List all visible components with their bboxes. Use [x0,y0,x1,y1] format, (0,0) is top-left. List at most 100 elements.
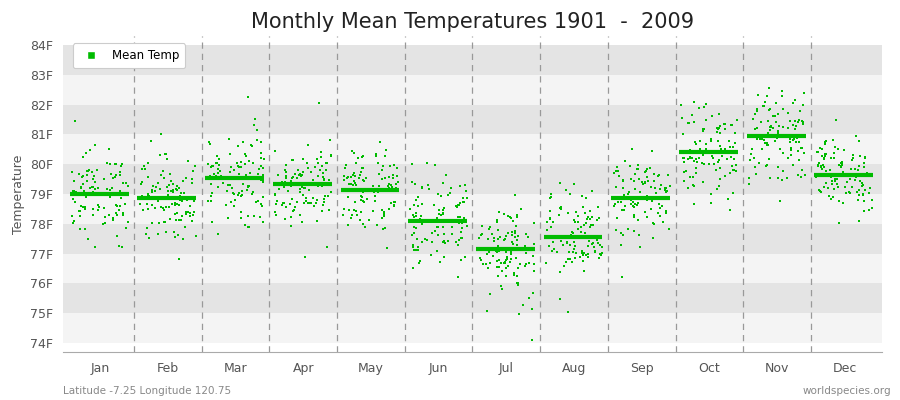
Point [563,191,578,197]
Point [814,163,829,169]
Point [382,163,397,169]
Point [246,160,260,166]
Point [472,234,487,241]
Point [281,188,295,194]
Point [405,179,419,185]
Point [284,157,299,164]
Point [510,212,525,218]
Point [157,175,171,181]
Point [543,214,557,221]
Point [582,216,597,222]
Point [454,229,468,235]
Point [181,208,195,215]
Point [140,201,155,208]
Point [711,138,725,144]
Point [356,165,371,171]
Point [674,102,688,108]
Point [240,186,255,193]
Point [647,178,662,184]
Point [356,194,370,200]
Point [572,254,587,260]
Point [763,124,778,130]
Point [317,199,331,206]
Point [324,189,338,195]
Point [240,184,255,190]
Point [432,211,446,218]
Point [724,163,739,170]
Point [389,180,403,187]
Point [293,212,308,218]
Point [202,139,216,145]
Point [543,208,557,214]
Point [573,228,588,235]
Point [268,209,283,215]
Point [436,238,451,244]
Bar [63,254,882,284]
Point [647,220,662,227]
Point [242,183,256,189]
Point [658,186,672,193]
Point [722,138,736,144]
Point [279,168,293,175]
Point [539,234,554,240]
Point [480,251,494,257]
Point [713,122,727,129]
Point [662,226,676,232]
Point [753,133,768,140]
Point [365,208,380,214]
Point [386,202,400,208]
Point [712,157,726,164]
Point [745,132,760,139]
Point [582,224,597,230]
Point [268,191,283,198]
Point [593,252,608,258]
Point [231,142,246,149]
Point [245,191,259,198]
Point [494,268,508,275]
Point [83,184,97,191]
Point [309,200,323,206]
Point [80,236,94,242]
Point [793,108,807,114]
Point [410,236,424,242]
Point [776,124,790,130]
Point [346,170,361,176]
Point [138,166,152,172]
Point [588,248,602,254]
Point [539,227,554,233]
Point [817,152,832,159]
Point [337,188,351,194]
Point [77,190,92,196]
Point [560,240,574,246]
Point [590,216,604,223]
Point [821,185,835,192]
Point [205,219,220,225]
Point [511,280,526,286]
Point [482,260,497,266]
Point [692,105,706,111]
Point [786,100,800,106]
Point [173,197,187,203]
Point [573,235,588,241]
Point [616,185,630,191]
Point [162,204,176,210]
Point [782,135,796,142]
Point [279,174,293,181]
Point [209,173,223,179]
Point [571,219,585,226]
Point [383,182,398,188]
Point [627,178,642,184]
Point [386,198,400,205]
Point [487,234,501,241]
Point [473,232,488,239]
Point [585,188,599,194]
Point [141,160,156,166]
Point [135,178,149,185]
Point [827,178,842,184]
Bar [63,313,882,343]
Point [616,232,630,238]
Point [585,214,599,220]
Point [772,198,787,205]
Point [141,192,156,198]
Point [74,203,88,210]
